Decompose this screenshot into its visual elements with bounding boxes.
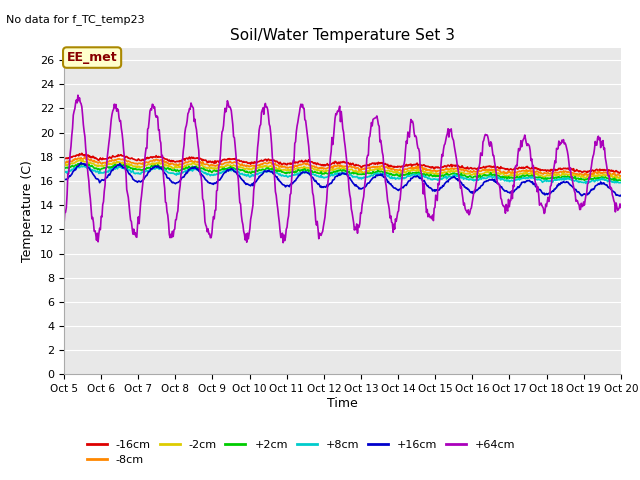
Line: +2cm: +2cm bbox=[64, 164, 621, 181]
-2cm bbox=[214, 164, 222, 169]
+16cm bbox=[616, 193, 624, 199]
-2cm bbox=[185, 162, 193, 168]
-2cm bbox=[79, 157, 86, 163]
Line: -2cm: -2cm bbox=[64, 160, 621, 179]
Line: -8cm: -8cm bbox=[64, 157, 621, 176]
-2cm bbox=[70, 160, 78, 166]
+8cm bbox=[185, 167, 193, 172]
-16cm bbox=[428, 165, 435, 171]
+64cm bbox=[214, 172, 222, 178]
Line: -16cm: -16cm bbox=[64, 153, 621, 173]
+2cm bbox=[60, 165, 68, 170]
+64cm bbox=[60, 222, 68, 228]
Text: EE_met: EE_met bbox=[67, 51, 117, 64]
+8cm bbox=[79, 164, 87, 169]
+16cm bbox=[428, 185, 435, 191]
-16cm bbox=[185, 155, 193, 161]
+2cm bbox=[613, 179, 621, 184]
+16cm bbox=[70, 168, 78, 174]
-2cm bbox=[128, 163, 136, 168]
Line: +64cm: +64cm bbox=[64, 95, 621, 243]
X-axis label: Time: Time bbox=[327, 397, 358, 410]
+64cm bbox=[428, 216, 436, 222]
Text: No data for f_TC_temp23: No data for f_TC_temp23 bbox=[6, 14, 145, 25]
+16cm bbox=[214, 177, 222, 183]
+8cm bbox=[428, 177, 435, 182]
+16cm bbox=[185, 167, 193, 172]
+8cm bbox=[60, 168, 68, 173]
Title: Soil/Water Temperature Set 3: Soil/Water Temperature Set 3 bbox=[230, 28, 455, 43]
-8cm bbox=[617, 173, 625, 179]
-2cm bbox=[428, 168, 435, 174]
-16cm bbox=[60, 155, 68, 160]
-8cm bbox=[60, 160, 68, 166]
+64cm bbox=[74, 92, 82, 98]
+8cm bbox=[70, 165, 78, 171]
+2cm bbox=[214, 168, 222, 173]
+64cm bbox=[412, 133, 419, 139]
-2cm bbox=[411, 168, 419, 173]
+64cm bbox=[128, 226, 136, 231]
Y-axis label: Temperature (C): Temperature (C) bbox=[22, 160, 35, 262]
+64cm bbox=[279, 240, 287, 246]
+8cm bbox=[128, 168, 136, 174]
+2cm bbox=[128, 165, 136, 171]
-8cm bbox=[185, 158, 193, 164]
+8cm bbox=[582, 180, 590, 186]
+16cm bbox=[77, 160, 85, 166]
+2cm bbox=[428, 172, 435, 178]
-8cm bbox=[616, 173, 624, 179]
-2cm bbox=[60, 164, 68, 169]
+2cm bbox=[617, 178, 625, 183]
-2cm bbox=[617, 176, 625, 181]
-8cm bbox=[411, 166, 419, 171]
+2cm bbox=[411, 170, 419, 176]
+2cm bbox=[76, 161, 83, 167]
-8cm bbox=[428, 168, 435, 174]
+8cm bbox=[411, 172, 419, 178]
+16cm bbox=[128, 174, 136, 180]
+16cm bbox=[411, 174, 419, 180]
-16cm bbox=[78, 150, 86, 156]
-8cm bbox=[128, 160, 136, 166]
-8cm bbox=[81, 154, 89, 160]
+16cm bbox=[617, 192, 625, 198]
-16cm bbox=[214, 158, 222, 164]
-2cm bbox=[612, 176, 620, 182]
+64cm bbox=[617, 204, 625, 210]
+2cm bbox=[70, 164, 78, 170]
+64cm bbox=[185, 109, 193, 115]
+8cm bbox=[214, 171, 222, 177]
+2cm bbox=[185, 164, 193, 169]
Legend: -16cm, -8cm, -2cm, +2cm, +8cm, +16cm, +64cm: -16cm, -8cm, -2cm, +2cm, +8cm, +16cm, +6… bbox=[83, 435, 520, 469]
-8cm bbox=[70, 157, 78, 163]
-8cm bbox=[214, 162, 222, 168]
-16cm bbox=[411, 162, 419, 168]
+8cm bbox=[617, 180, 625, 185]
-16cm bbox=[616, 170, 623, 176]
-16cm bbox=[70, 154, 78, 159]
-16cm bbox=[617, 168, 625, 174]
-16cm bbox=[128, 156, 136, 161]
+64cm bbox=[70, 108, 78, 114]
Line: +16cm: +16cm bbox=[64, 163, 621, 196]
+16cm bbox=[60, 177, 68, 182]
Line: +8cm: +8cm bbox=[64, 167, 621, 183]
